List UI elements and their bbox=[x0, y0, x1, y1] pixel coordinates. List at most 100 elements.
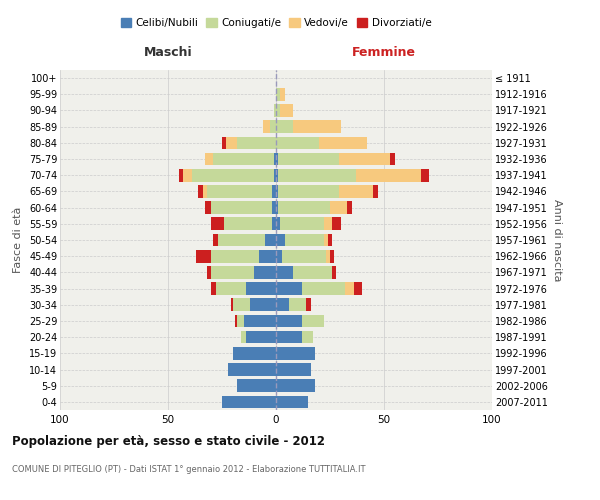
Bar bbox=[280, 104, 293, 117]
Bar bbox=[373, 185, 377, 198]
Bar bbox=[276, 202, 278, 214]
Bar bbox=[280, 88, 284, 101]
Bar bbox=[274, 152, 276, 166]
Bar bbox=[276, 347, 315, 360]
Bar bbox=[237, 136, 276, 149]
Bar bbox=[293, 266, 332, 278]
Bar bbox=[347, 202, 352, 214]
Bar bbox=[323, 218, 332, 230]
Bar bbox=[265, 234, 276, 246]
Bar bbox=[224, 218, 272, 230]
Bar bbox=[338, 152, 391, 166]
Bar bbox=[278, 202, 330, 214]
Bar bbox=[276, 396, 308, 408]
Bar bbox=[215, 282, 246, 295]
Bar bbox=[205, 202, 211, 214]
Bar bbox=[326, 250, 330, 262]
Bar bbox=[278, 185, 338, 198]
Bar bbox=[235, 314, 237, 328]
Bar bbox=[345, 282, 354, 295]
Bar bbox=[230, 298, 233, 311]
Bar bbox=[218, 234, 265, 246]
Bar bbox=[211, 282, 215, 295]
Bar bbox=[198, 185, 203, 198]
Bar bbox=[276, 104, 280, 117]
Bar bbox=[283, 250, 326, 262]
Bar bbox=[280, 218, 323, 230]
Bar bbox=[237, 380, 276, 392]
Bar bbox=[226, 136, 237, 149]
Bar bbox=[276, 120, 293, 133]
Bar bbox=[272, 218, 276, 230]
Bar bbox=[276, 266, 293, 278]
Bar bbox=[302, 282, 345, 295]
Bar bbox=[338, 185, 373, 198]
Bar bbox=[302, 314, 323, 328]
Bar bbox=[306, 298, 311, 311]
Bar bbox=[276, 363, 311, 376]
Bar bbox=[276, 185, 278, 198]
Bar bbox=[207, 266, 211, 278]
Bar bbox=[244, 314, 276, 328]
Bar bbox=[289, 298, 306, 311]
Bar bbox=[276, 314, 302, 328]
Bar bbox=[330, 202, 347, 214]
Bar bbox=[192, 169, 274, 181]
Bar bbox=[276, 152, 278, 166]
Bar bbox=[205, 152, 214, 166]
Bar bbox=[276, 136, 319, 149]
Bar bbox=[222, 396, 276, 408]
Bar bbox=[276, 380, 315, 392]
Bar bbox=[229, 363, 276, 376]
Bar bbox=[207, 185, 272, 198]
Bar bbox=[276, 298, 289, 311]
Bar bbox=[276, 250, 283, 262]
Bar bbox=[274, 104, 276, 117]
Bar bbox=[278, 169, 356, 181]
Text: Popolazione per età, sesso e stato civile - 2012: Popolazione per età, sesso e stato civil… bbox=[12, 435, 325, 448]
Bar bbox=[214, 152, 274, 166]
Bar bbox=[246, 282, 276, 295]
Bar bbox=[246, 331, 276, 344]
Bar bbox=[272, 185, 276, 198]
Bar bbox=[276, 218, 280, 230]
Bar bbox=[356, 169, 421, 181]
Bar bbox=[284, 234, 323, 246]
Bar bbox=[276, 234, 284, 246]
Bar bbox=[332, 266, 337, 278]
Bar bbox=[274, 169, 276, 181]
Bar bbox=[211, 266, 254, 278]
Legend: Celibi/Nubili, Coniugati/e, Vedovi/e, Divorziati/e: Celibi/Nubili, Coniugati/e, Vedovi/e, Di… bbox=[116, 14, 436, 32]
Bar bbox=[276, 331, 302, 344]
Bar bbox=[278, 152, 338, 166]
Bar bbox=[276, 282, 302, 295]
Bar bbox=[293, 120, 341, 133]
Y-axis label: Fasce di età: Fasce di età bbox=[13, 207, 23, 273]
Bar bbox=[391, 152, 395, 166]
Bar bbox=[211, 250, 259, 262]
Bar bbox=[276, 88, 280, 101]
Bar bbox=[272, 202, 276, 214]
Bar bbox=[263, 120, 269, 133]
Bar bbox=[233, 347, 276, 360]
Bar bbox=[323, 234, 328, 246]
Bar bbox=[211, 202, 272, 214]
Bar bbox=[250, 298, 276, 311]
Bar bbox=[354, 282, 362, 295]
Y-axis label: Anni di nascita: Anni di nascita bbox=[551, 198, 562, 281]
Bar bbox=[269, 120, 276, 133]
Bar bbox=[196, 250, 211, 262]
Bar bbox=[241, 331, 246, 344]
Bar bbox=[421, 169, 430, 181]
Bar bbox=[332, 218, 341, 230]
Bar bbox=[254, 266, 276, 278]
Bar bbox=[214, 234, 218, 246]
Text: Maschi: Maschi bbox=[143, 46, 193, 59]
Text: COMUNE DI PITEGLIO (PT) - Dati ISTAT 1° gennaio 2012 - Elaborazione TUTTITALIA.I: COMUNE DI PITEGLIO (PT) - Dati ISTAT 1° … bbox=[12, 465, 365, 474]
Bar bbox=[179, 169, 183, 181]
Bar bbox=[330, 250, 334, 262]
Bar bbox=[237, 314, 244, 328]
Bar bbox=[203, 185, 207, 198]
Bar bbox=[183, 169, 192, 181]
Bar bbox=[328, 234, 332, 246]
